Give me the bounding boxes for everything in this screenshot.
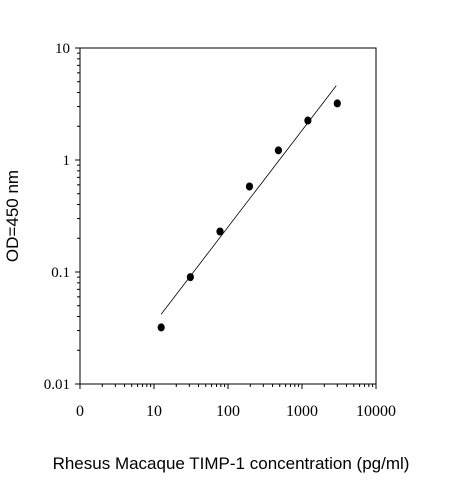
data-point [216, 227, 224, 236]
data-point [186, 273, 194, 282]
y-tick-label: 10 [55, 41, 70, 57]
y-axis-ticks: 10 1 0.1 0.01 [44, 41, 80, 393]
x-tick-label: 100 [216, 403, 240, 420]
x-axis-ticks: 0 10 100 1000 10000 [76, 384, 396, 420]
y-tick-label: 1 [63, 153, 71, 169]
x-tick-label: 0 [76, 403, 84, 420]
x-tick-label: 10 [146, 403, 162, 420]
y-axis-title: OD=450 nm [3, 170, 22, 262]
y-tick-label: 0.01 [44, 377, 70, 393]
plot-frame [79, 47, 377, 385]
data-points [157, 99, 341, 332]
data-point [245, 182, 254, 191]
data-point [157, 323, 165, 332]
data-point [274, 146, 283, 155]
data-point [333, 99, 341, 108]
x-axis-title: Rhesus Macaque TIMP-1 concentration (pg/… [53, 454, 410, 473]
x-tick-label: 1000 [286, 403, 318, 420]
x-tick-label: 10000 [356, 403, 396, 420]
y-tick-label: 0.1 [51, 265, 70, 281]
data-point [304, 116, 312, 125]
